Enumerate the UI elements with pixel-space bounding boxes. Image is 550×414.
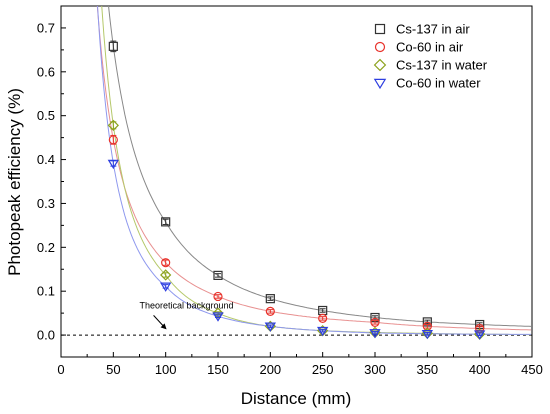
data-point xyxy=(212,312,224,322)
x-tick-label: 200 xyxy=(259,362,281,377)
y-axis-ticks: 0.0 0.1 0.2 0.3 0.4 0.5 0.6 0.7 xyxy=(37,20,66,343)
fit-curve xyxy=(97,6,531,335)
x-tick-label: 50 xyxy=(106,362,120,377)
data-points xyxy=(107,40,486,340)
data-point xyxy=(160,282,172,292)
x-tick-label: 350 xyxy=(416,362,438,377)
x-axis-title: Distance (mm) xyxy=(241,389,352,408)
fit-curve xyxy=(101,6,531,336)
data-point xyxy=(161,217,171,227)
data-point xyxy=(265,306,275,316)
data-point xyxy=(369,329,381,339)
data-point xyxy=(317,326,329,337)
data-point xyxy=(213,291,223,302)
fit-curve xyxy=(96,6,531,331)
x-tick-label: 150 xyxy=(207,362,229,377)
data-point xyxy=(108,135,118,145)
x-tick-label: 0 xyxy=(57,362,64,377)
data-point xyxy=(264,322,276,332)
data-point xyxy=(161,258,171,268)
y-tick-label: 0.2 xyxy=(37,240,55,255)
legend-marker xyxy=(373,58,387,72)
x-tick-label: 100 xyxy=(155,362,177,377)
y-tick-label: 0.7 xyxy=(37,20,55,35)
data-point xyxy=(160,269,172,281)
annotation: Theoretical background xyxy=(140,300,234,330)
fit-curve xyxy=(108,6,532,327)
annotation-text: Theoretical background xyxy=(140,300,234,310)
y-axis-title: Photopeak efficiency (%) xyxy=(5,88,24,276)
y-tick-label: 0.1 xyxy=(37,284,55,299)
fit-curves xyxy=(96,6,532,336)
legend-label: Cs-137 in air xyxy=(396,22,470,37)
x-tick-label: 400 xyxy=(469,362,491,377)
legend-label: Co-60 in air xyxy=(396,40,464,55)
annotation-arrowhead xyxy=(160,323,167,330)
x-tick-label: 450 xyxy=(521,362,543,377)
data-point xyxy=(474,330,486,340)
y-tick-label: 0.0 xyxy=(37,328,55,343)
data-point xyxy=(107,119,119,131)
legend-marker xyxy=(373,78,387,90)
data-point xyxy=(108,41,118,51)
legend-marker xyxy=(374,23,386,35)
data-point xyxy=(213,270,223,280)
data-point xyxy=(318,313,328,323)
y-tick-label: 0.4 xyxy=(37,152,55,167)
data-point xyxy=(421,329,433,340)
data-point xyxy=(265,294,275,304)
y-tick-label: 0.6 xyxy=(37,64,55,79)
legend-marker xyxy=(374,41,386,53)
legend-label: Cs-137 in water xyxy=(396,58,488,73)
x-axis-ticks: 0 50 100 150 200 250 300 350 400 450 xyxy=(57,352,543,377)
legend: Cs-137 in air Co-60 in air Cs-137 in water… xyxy=(373,22,488,91)
x-tick-label: 300 xyxy=(364,362,386,377)
data-point xyxy=(107,159,119,170)
y-tick-label: 0.3 xyxy=(37,196,55,211)
y-tick-label: 0.5 xyxy=(37,108,55,123)
legend-label: Co-60 in water xyxy=(396,76,481,91)
x-tick-label: 250 xyxy=(312,362,334,377)
data-point xyxy=(370,317,380,327)
